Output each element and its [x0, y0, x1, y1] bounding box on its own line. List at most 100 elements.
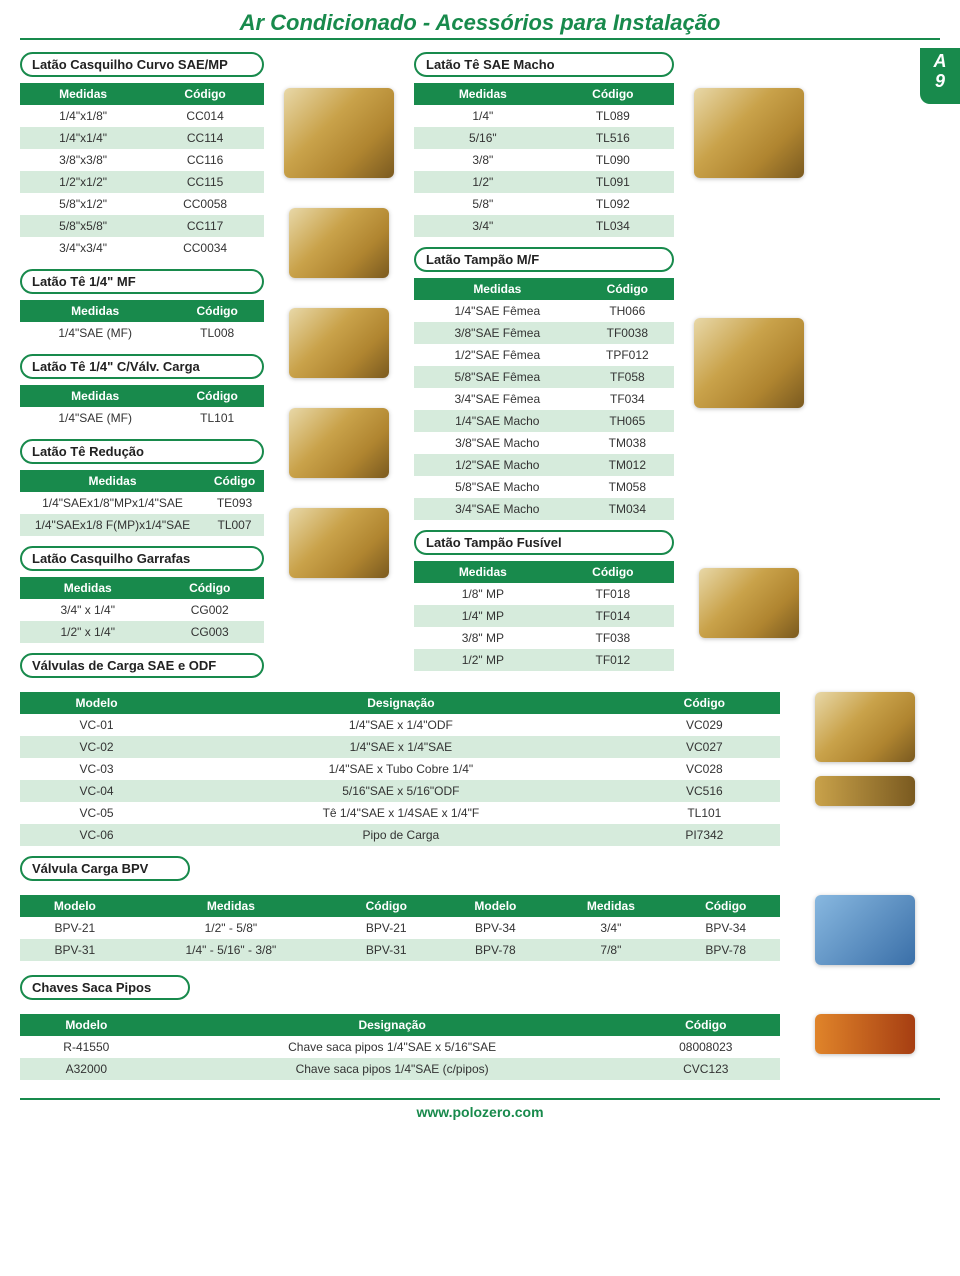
table-cell: 1/4"SAE Fêmea: [414, 300, 581, 322]
table-cell: TE093: [205, 492, 264, 514]
table-cell: 1/2" x 1/4": [20, 621, 155, 643]
table-cell: BPV-21: [332, 917, 441, 939]
table-row: 5/8"x1/2"CC0058: [20, 193, 264, 215]
table-row: 3/8" MPTF038: [414, 627, 674, 649]
th-modelo: Modelo: [20, 895, 130, 917]
product-image: [815, 1014, 915, 1054]
table-row: 1/4"SAE (MF)TL008: [20, 322, 264, 344]
th-designacao: Designação: [173, 692, 629, 714]
table-chaves: Modelo Designação Código R-41550Chave sa…: [20, 1014, 780, 1080]
table-cell: TF034: [581, 388, 674, 410]
table-casq-garrafas: MedidasCódigo 3/4" x 1/4"CG0021/2" x 1/4…: [20, 577, 264, 643]
th-medidas: Medidas: [550, 895, 671, 917]
product-image: [699, 568, 799, 638]
section-title-te-14-cvalv: Latão Tê 1/4" C/Válv. Carga: [20, 354, 264, 379]
section-valv-carga-bpv: Modelo Medidas Código Modelo Medidas Cód…: [20, 895, 940, 965]
section-title-te-14-mf: Latão Tê 1/4" MF: [20, 269, 264, 294]
th-codigo: Código: [332, 895, 441, 917]
table-cell: BPV-21: [20, 917, 130, 939]
th-medidas: Medidas: [20, 300, 170, 322]
table-cell: 3/8": [414, 149, 552, 171]
table-cell: TF018: [552, 583, 674, 605]
section-title-casq-curvo: Latão Casquilho Curvo SAE/MP: [20, 52, 264, 77]
table-cell: 7/8": [550, 939, 671, 961]
th-codigo: Código: [146, 83, 264, 105]
table-cell: BPV-31: [332, 939, 441, 961]
table-cell: BPV-31: [20, 939, 130, 961]
table-cell: CG003: [155, 621, 264, 643]
table-cell: Tê 1/4"SAE x 1/4SAE x 1/4"F: [173, 802, 629, 824]
table-row: 1/4"SAE (MF)TL101: [20, 407, 264, 429]
top-columns: Latão Casquilho Curvo SAE/MP MedidasCódi…: [20, 48, 940, 678]
table-cell: TL101: [629, 802, 780, 824]
table-cell: VC-04: [20, 780, 173, 802]
table-row: 5/8"TL092: [414, 193, 674, 215]
table-cell: TF012: [552, 649, 674, 671]
table-cell: CC115: [146, 171, 264, 193]
table-cell: 1/4"SAEx1/8"MPx1/4"SAE: [20, 492, 205, 514]
table-cell: TL092: [552, 193, 674, 215]
th-codigo: Código: [671, 895, 780, 917]
product-image: [815, 895, 915, 965]
th-codigo: Código: [552, 83, 674, 105]
table-row: 1/4"x1/4"CC114: [20, 127, 264, 149]
product-image: [289, 208, 389, 278]
table-cell: VC-06: [20, 824, 173, 846]
table-cell: CC114: [146, 127, 264, 149]
table-cell: TL091: [552, 171, 674, 193]
table-cell: 1/2"SAE Fêmea: [414, 344, 581, 366]
product-image: [815, 776, 915, 806]
table-row: 1/4"TL089: [414, 105, 674, 127]
product-image: [284, 88, 394, 178]
table-cell: 5/8": [414, 193, 552, 215]
product-image: [694, 88, 804, 178]
table-tampao-fusivel: MedidasCódigo 1/8" MPTF0181/4" MPTF0143/…: [414, 561, 674, 671]
table-cell: 5/8"SAE Macho: [414, 476, 581, 498]
table-casq-curvo: MedidasCódigo 1/4"x1/8"CC0141/4"x1/4"CC1…: [20, 83, 264, 259]
table-row: VC-045/16"SAE x 5/16"ODFVC516: [20, 780, 780, 802]
table-cell: A32000: [20, 1058, 153, 1080]
table-valv-carga-bpv: Modelo Medidas Código Modelo Medidas Cód…: [20, 895, 780, 961]
table-cell: VC028: [629, 758, 780, 780]
column-right-images: [684, 48, 814, 678]
table-row: VC-05Tê 1/4"SAE x 1/4SAE x 1/4"FTL101: [20, 802, 780, 824]
table-row: 3/4"TL034: [414, 215, 674, 237]
table-cell: TL101: [170, 407, 264, 429]
table-row: 1/4"x1/8"CC014: [20, 105, 264, 127]
side-images: [790, 895, 940, 965]
table-cell: TL008: [170, 322, 264, 344]
table-cell: 3/4": [414, 215, 552, 237]
table-row: 1/2"SAE MachoTM012: [414, 454, 674, 476]
th-modelo: Modelo: [20, 1014, 153, 1036]
table-cell: VC516: [629, 780, 780, 802]
table-row: VC-031/4"SAE x Tubo Cobre 1/4"VC028: [20, 758, 780, 780]
table-cell: TM012: [581, 454, 674, 476]
section-title-tampao-mf: Latão Tampão M/F: [414, 247, 674, 272]
table-cell: TH065: [581, 410, 674, 432]
table-cell: 1/4"SAE (MF): [20, 322, 170, 344]
table-cell: TM034: [581, 498, 674, 520]
table-row: 1/2"x1/2"CC115: [20, 171, 264, 193]
section-chaves: Modelo Designação Código R-41550Chave sa…: [20, 1014, 940, 1080]
table-row: 3/8"SAE MachoTM038: [414, 432, 674, 454]
table-cell: 3/4"SAE Macho: [414, 498, 581, 520]
table-cell: 1/4"x1/4": [20, 127, 146, 149]
column-mid-images: [274, 48, 404, 678]
table-te-reducao: MedidasCódigo 1/4"SAEx1/8"MPx1/4"SAETE09…: [20, 470, 264, 536]
page-title: Ar Condicionado - Acessórios para Instal…: [20, 10, 940, 36]
table-row: R-41550Chave saca pipos 1/4"SAE x 5/16"S…: [20, 1036, 780, 1058]
table-row: 1/2" x 1/4"CG003: [20, 621, 264, 643]
table-cell: TH066: [581, 300, 674, 322]
table-row: 3/4" x 1/4"CG002: [20, 599, 264, 621]
table-row: 5/16"TL516: [414, 127, 674, 149]
table-cell: CC117: [146, 215, 264, 237]
table-cell: TL090: [552, 149, 674, 171]
table-row: 3/8"SAE FêmeaTF0038: [414, 322, 674, 344]
table-cell: 1/4"x1/8": [20, 105, 146, 127]
th-medidas: Medidas: [20, 470, 205, 492]
table-row: 1/4"SAEx1/8 F(MP)x1/4"SAETL007: [20, 514, 264, 536]
table-row: VC-011/4"SAE x 1/4"ODFVC029: [20, 714, 780, 736]
table-cell: TL007: [205, 514, 264, 536]
th-modelo: Modelo: [20, 692, 173, 714]
th-codigo: Código: [581, 278, 674, 300]
